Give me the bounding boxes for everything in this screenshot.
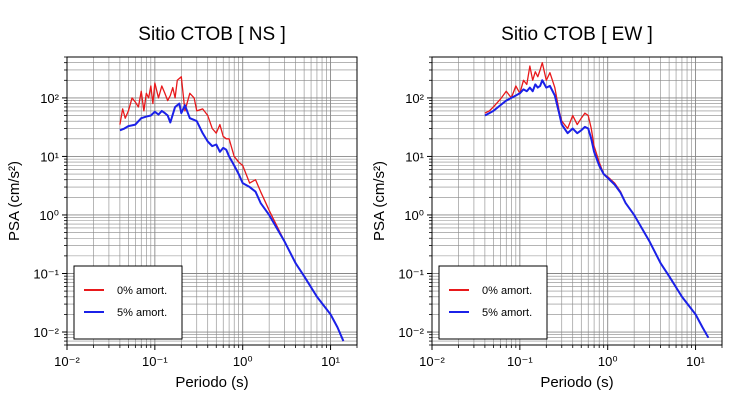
legend-label: 0% amort. xyxy=(117,285,167,297)
legend-label: 0% amort. xyxy=(482,285,532,297)
plot-frame xyxy=(431,56,723,346)
legend-box xyxy=(73,265,183,340)
y-tick-label: 10¹ xyxy=(405,149,424,164)
legend: 0% amort. 5% amort. xyxy=(73,265,183,340)
y-tick-label: 10¹ xyxy=(40,149,59,164)
x-tick-label: 10¹ xyxy=(321,354,340,369)
plot-frame xyxy=(66,56,358,346)
series-line-0-amort xyxy=(119,76,344,342)
legend-label: 5% amort. xyxy=(117,307,167,319)
x-axis-label: Periodo (s) xyxy=(540,374,613,391)
chart-panel-1: Sitio CTOB [ NS ] 10⁻² 10⁻¹ 10⁰ 10¹ 10⁻² 10⁻¹ 1… xyxy=(6,24,358,391)
grid xyxy=(66,56,358,346)
x-tick-label: 10⁻¹ xyxy=(142,354,168,369)
legend-label: 5% amort. xyxy=(482,307,532,319)
y-tick-label: 10² xyxy=(40,91,59,106)
y-axis-label: PSA (cm/s²) xyxy=(6,161,23,241)
chart-title: Sitio CTOB [ NS ] xyxy=(138,24,285,45)
x-tick-label: 10¹ xyxy=(686,354,705,369)
legend-box xyxy=(438,265,548,340)
y-tick-label: 10⁻¹ xyxy=(398,266,424,281)
x-tick-label: 10⁻¹ xyxy=(507,354,533,369)
x-tick-label: 10⁻² xyxy=(54,354,80,369)
y-axis-label: PSA (cm/s²) xyxy=(371,161,388,241)
x-tick-label: 10⁰ xyxy=(598,354,618,369)
chart-title: Sitio CTOB [ EW ] xyxy=(501,24,653,45)
y-tick-label: 10² xyxy=(405,91,424,106)
series-line-5-amort xyxy=(119,102,345,342)
series-line-5-amort xyxy=(484,79,710,339)
grid xyxy=(431,56,723,346)
y-tick-label: 10⁰ xyxy=(404,208,424,223)
y-tick-label: 10⁻¹ xyxy=(33,266,59,281)
y-tick-label: 10⁻² xyxy=(398,325,424,340)
x-axis-label: Periodo (s) xyxy=(175,374,248,391)
y-tick-label: 10⁻² xyxy=(33,325,59,340)
x-tick-label: 10⁻² xyxy=(419,354,445,369)
x-tick-label: 10⁰ xyxy=(233,354,253,369)
legend: 0% amort. 5% amort. xyxy=(438,265,548,340)
chart-panel-2: Sitio CTOB [ EW ] 10⁻² 10⁻¹ 10⁰ 10¹ 10⁻² 10⁻¹ 1… xyxy=(371,24,723,391)
y-tick-label: 10⁰ xyxy=(39,208,59,223)
